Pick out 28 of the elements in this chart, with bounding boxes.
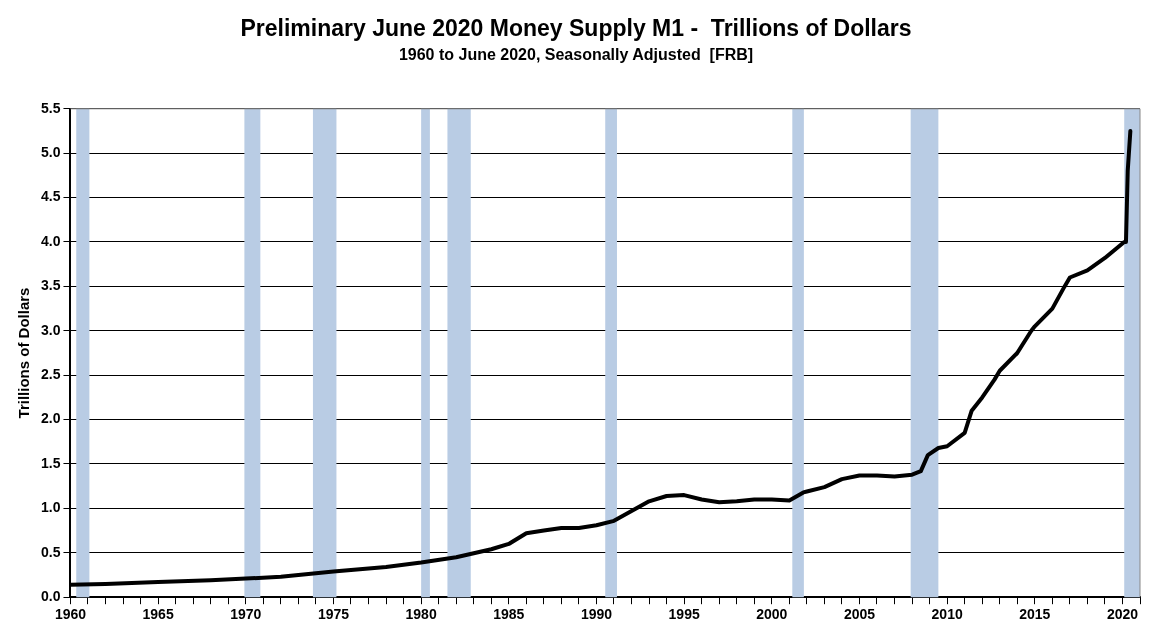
y-tick-label: 3.5 <box>40 277 61 294</box>
y-tick-label: 1.0 <box>40 499 61 516</box>
y-tick-label: 3.0 <box>40 321 61 338</box>
chart-subtitle: 1960 to June 2020, Seasonally Adjusted [FRB] <box>398 45 754 63</box>
y-tick-label: 4.0 <box>40 232 61 249</box>
x-tick-label: 2005 <box>843 606 876 623</box>
x-tick-label: 2020 <box>1106 606 1139 623</box>
x-tick-label: 1970 <box>230 606 262 623</box>
y-tick-label: 5.0 <box>40 144 61 161</box>
y-tick-label: 4.5 <box>40 188 61 205</box>
x-tick-label: 1965 <box>142 606 174 623</box>
y-tick-label: 2.0 <box>40 410 61 427</box>
x-tick-label: 1980 <box>405 606 437 623</box>
x-tick-label: 2015 <box>1019 606 1051 623</box>
y-tick-label: 0.0 <box>40 588 61 605</box>
y-tick-label: 2.5 <box>40 366 61 383</box>
y-tick-label: 5.5 <box>40 99 61 116</box>
x-tick-label: 2000 <box>756 606 788 623</box>
x-tick-label: 1975 <box>317 606 350 623</box>
x-tick-label: 2010 <box>931 606 963 623</box>
x-tick-label: 1995 <box>668 606 700 623</box>
y-axis-title: Trillions of Dollars <box>15 287 33 419</box>
x-tick-label: 1990 <box>580 606 613 623</box>
x-tick-label: 1960 <box>54 606 87 623</box>
chart-title: Preliminary June 2020 Money Supply M1 - Trillions of Dollars <box>240 15 912 42</box>
x-tick-label: 1985 <box>493 606 525 623</box>
y-tick-label: 0.5 <box>40 543 61 560</box>
y-tick-label: 1.5 <box>40 454 61 471</box>
